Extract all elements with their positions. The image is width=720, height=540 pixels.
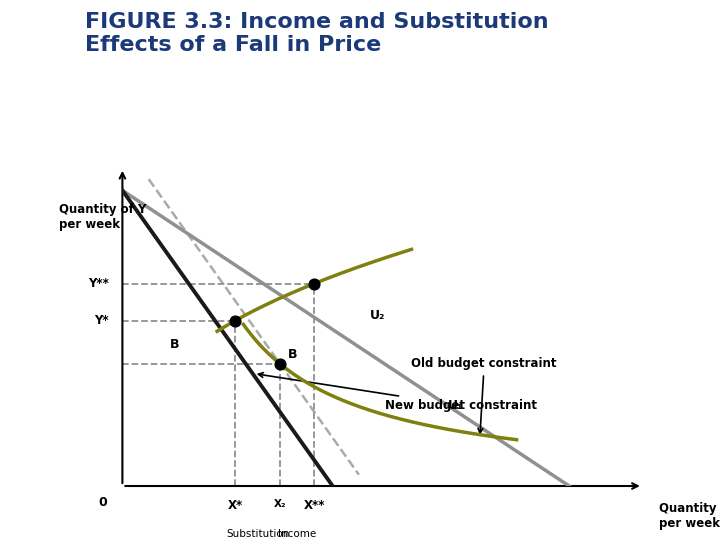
- Text: X₂: X₂: [274, 499, 287, 509]
- Text: 20: 20: [15, 496, 53, 524]
- Point: [308, 279, 320, 288]
- Point: [230, 316, 241, 325]
- Text: Income
effect: Income effect: [278, 529, 316, 540]
- Text: Old budget constraint: Old budget constraint: [412, 357, 557, 433]
- Text: FIGURE 3.3: Income and Substitution
Effects of a Fall in Price: FIGURE 3.3: Income and Substitution Effe…: [85, 12, 549, 55]
- Text: New budget constraint: New budget constraint: [258, 373, 537, 412]
- Point: [274, 360, 286, 368]
- Text: X**: X**: [304, 499, 325, 512]
- Text: Quantity of X
per week: Quantity of X per week: [659, 502, 720, 530]
- Text: X*: X*: [228, 499, 243, 512]
- Text: Quantity of Y
per week: Quantity of Y per week: [59, 203, 147, 231]
- Text: U₂: U₂: [369, 309, 384, 322]
- Text: B: B: [170, 338, 180, 351]
- Text: Substitution
effect: Substitution effect: [226, 529, 289, 540]
- Text: B: B: [288, 348, 297, 361]
- Text: Y**: Y**: [89, 277, 109, 290]
- Text: 0: 0: [98, 496, 107, 509]
- Text: U₁: U₁: [449, 399, 464, 412]
- Text: Y*: Y*: [94, 314, 109, 327]
